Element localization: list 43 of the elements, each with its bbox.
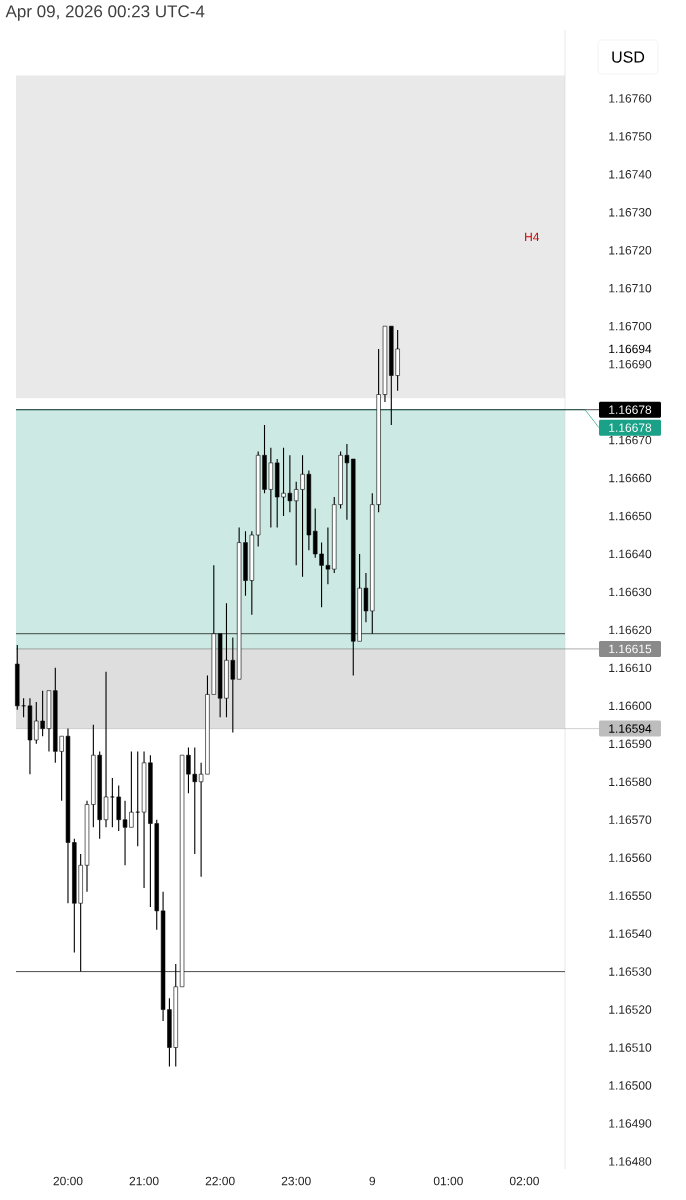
y-tick-label: 1.16600 [609, 701, 652, 711]
y-tick-label: 1.16650 [609, 511, 652, 521]
y-tick-label: 1.16740 [609, 170, 652, 179]
y-tick-label: 1.16540 [609, 929, 652, 938]
y-tick-label: 1.16690 [609, 359, 652, 369]
x-tick-label: 01:00 [433, 1176, 463, 1186]
ref-line-label: 1.16678 [609, 405, 652, 414]
text: 1.16694 [609, 344, 652, 354]
text: USD [612, 51, 645, 63]
y-tick-label: 1.16760 [609, 94, 652, 103]
x-tick-label: 20:00 [53, 1176, 83, 1186]
chart-title: Apr 09, 2026 00:23 UTC-4 [5, 5, 205, 21]
y-tick-label: 1.16660 [609, 473, 652, 483]
y-tick-label: 1.16710 [609, 283, 652, 293]
y-tick-label: 1.16560 [609, 853, 652, 862]
y-tick-label: 1.16620 [609, 625, 652, 635]
y-tick-label: 1.16520 [609, 1005, 652, 1014]
x-tick-label: 02:00 [509, 1176, 539, 1186]
y-tick-label: 1.16670 [609, 435, 652, 445]
x-tick-label: 23:00 [281, 1176, 311, 1186]
y-tick-label: 1.16570 [609, 815, 652, 824]
x-tick-label: 22:00 [205, 1176, 235, 1186]
ref-line-label: 1.16678 [609, 423, 652, 432]
y-tick-label: 1.16500 [609, 1081, 652, 1090]
y-tick-label: 1.16590 [609, 739, 652, 749]
y-tick-label: 1.16700 [609, 321, 652, 331]
y-tick-label: 1.16510 [609, 1043, 652, 1052]
y-tick-label: 1.16530 [609, 967, 652, 976]
y-tick-label: 1.16550 [609, 891, 652, 900]
y-tick-label: 1.16630 [609, 587, 652, 597]
y-tick-label: 1.16730 [609, 208, 652, 217]
y-tick-label: 1.16750 [609, 132, 652, 141]
y-tick-label: 1.16640 [609, 549, 652, 559]
y-tick-label: 1.16610 [609, 663, 652, 673]
y-tick-label: 1.16480 [609, 1157, 652, 1166]
y-tick-label: 1.16580 [609, 777, 652, 787]
ref-line-label: 1.16615 [609, 644, 652, 654]
y-tick-label: 1.16720 [609, 246, 652, 255]
band-label: H4 [525, 232, 540, 242]
ref-line-label: 1.16594 [609, 724, 652, 733]
y-tick-label: 1.16490 [609, 1119, 652, 1128]
x-tick-label: 21:00 [129, 1176, 159, 1186]
x-tick-label: 9 [369, 1176, 376, 1186]
